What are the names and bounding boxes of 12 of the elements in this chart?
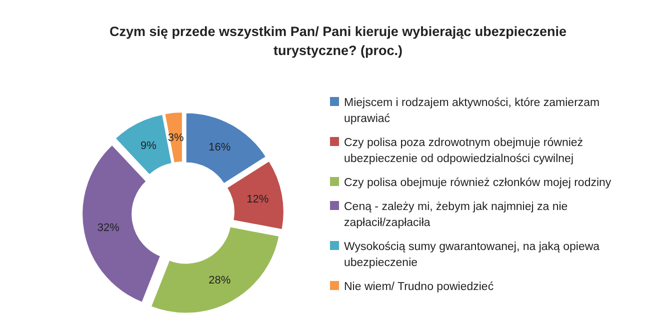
data-label: 32% xyxy=(97,222,120,234)
data-label: 28% xyxy=(208,274,231,286)
legend-label: Nie wiem/ Trudno powiedzieć xyxy=(344,281,494,293)
data-label: 16% xyxy=(208,141,231,154)
legend-label: Miejscem i rodzajem aktywności, które zamierzam uprawiać xyxy=(344,97,600,125)
legend-label: Wysokością sumy gwarantowanej, na jaką opiewa ubezpieczenie xyxy=(344,241,600,269)
legend-label: Czy polisa poza zdrowotnym obejmuje również ubezpieczenie od odpowiedzialności cywilnej xyxy=(344,137,584,165)
legend-label: Ceną - zależy mi, żebym jak najmniej za nie zapłacił/zapłaciła xyxy=(344,201,568,229)
legend-label: Czy polisa obejmuje również członków mojej rodziny xyxy=(344,177,612,189)
data-label: 9% xyxy=(140,140,157,152)
data-label: 12% xyxy=(246,194,269,206)
chart-title: Czym się przede wszystkim Pan/ Pani kieruje wybierając ubezpieczenie turystyczne? (proc.) xyxy=(110,24,567,58)
